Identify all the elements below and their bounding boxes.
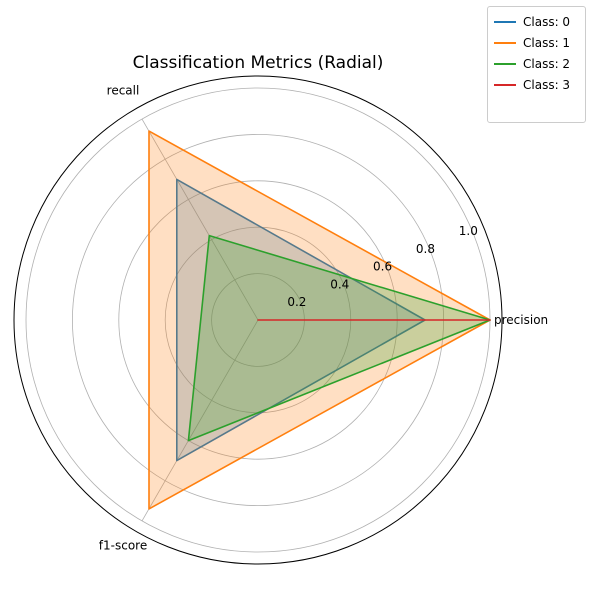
legend-label: Class: 1: [523, 35, 571, 50]
series-line: [148, 130, 491, 510]
legend-swatch: [494, 83, 516, 86]
grid-spoke: [141, 319, 259, 522]
polar-frame: [13, 75, 503, 565]
chart-title: Classification Metrics (Radial): [133, 53, 384, 73]
legend: Class: 0 Class: 1 Class: 2 Class: 3: [487, 6, 586, 123]
radial-tick-label: 0.2: [287, 295, 306, 309]
radial-tick-label: 1.0: [459, 224, 478, 238]
legend-label: Class: 2: [523, 56, 571, 71]
legend-item: Class: 0: [494, 11, 579, 32]
series-fill: [188, 235, 490, 441]
axis-label: recall: [107, 84, 140, 98]
legend-label: Class: 0: [523, 14, 571, 29]
legend-item: Class: 1: [494, 32, 579, 53]
legend-item: Class: 3: [494, 74, 579, 95]
axis-labels: 0.2 0.4 0.6 0.8 1.0 precision recall f1-score: [99, 84, 548, 553]
legend-swatch: [494, 41, 516, 44]
radial-tick-label: 0.6: [373, 260, 392, 274]
legend-label: Class: 3: [523, 77, 571, 92]
legend-swatch: [494, 62, 516, 65]
legend-swatch: [494, 20, 516, 23]
series-line: [187, 234, 491, 442]
radial-tick-label: 0.4: [330, 277, 349, 291]
series-layer: [148, 130, 491, 510]
axis-label: precision: [494, 313, 548, 327]
series-line: [176, 178, 426, 462]
axis-label: f1-score: [99, 538, 147, 552]
legend-item: Class: 2: [494, 53, 579, 74]
grid-spoke: [141, 118, 259, 321]
radial-tick-label: 0.8: [416, 242, 435, 256]
